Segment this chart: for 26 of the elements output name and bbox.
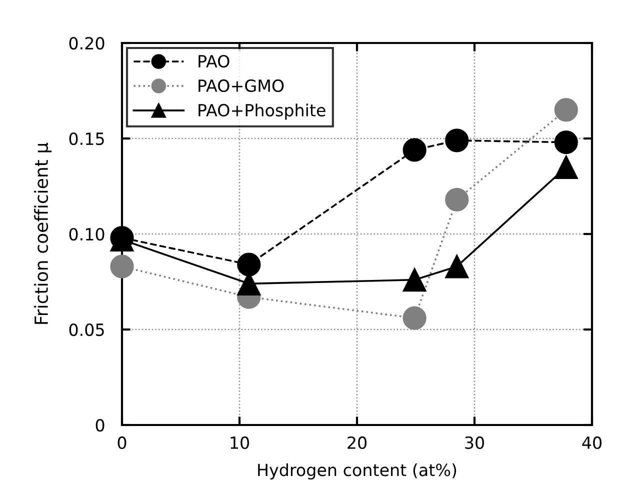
y-tick-label: 0.15 <box>69 132 104 146</box>
point <box>445 254 469 278</box>
legend-label: PAO <box>198 54 230 68</box>
legend-label: PAO+GMO <box>198 79 284 92</box>
point <box>237 252 261 276</box>
x-axis-title: Hydrogen content (at%) <box>258 463 456 480</box>
x-tick-label: 10 <box>230 436 249 450</box>
point <box>110 254 134 278</box>
x-tick-label: 0 <box>118 436 126 450</box>
point <box>445 188 469 212</box>
x-tick-label: 20 <box>348 436 366 450</box>
legend-label: PAO+Phosphite <box>198 104 326 120</box>
x-tick-label: 40 <box>582 436 602 450</box>
x-tick-label: 30 <box>465 436 484 450</box>
y-tick-label: 0.20 <box>69 36 104 50</box>
point <box>554 130 578 154</box>
y-axis-title: Friction coefficient μ <box>34 142 52 324</box>
point <box>402 268 426 292</box>
y-tick-label: 0.05 <box>69 323 104 336</box>
point <box>402 138 426 162</box>
point <box>554 155 578 179</box>
point <box>402 306 426 330</box>
y-tick-label: 0.10 <box>69 228 104 241</box>
point <box>554 98 578 122</box>
y-tick-label: 0 <box>96 418 104 432</box>
point <box>445 128 469 152</box>
